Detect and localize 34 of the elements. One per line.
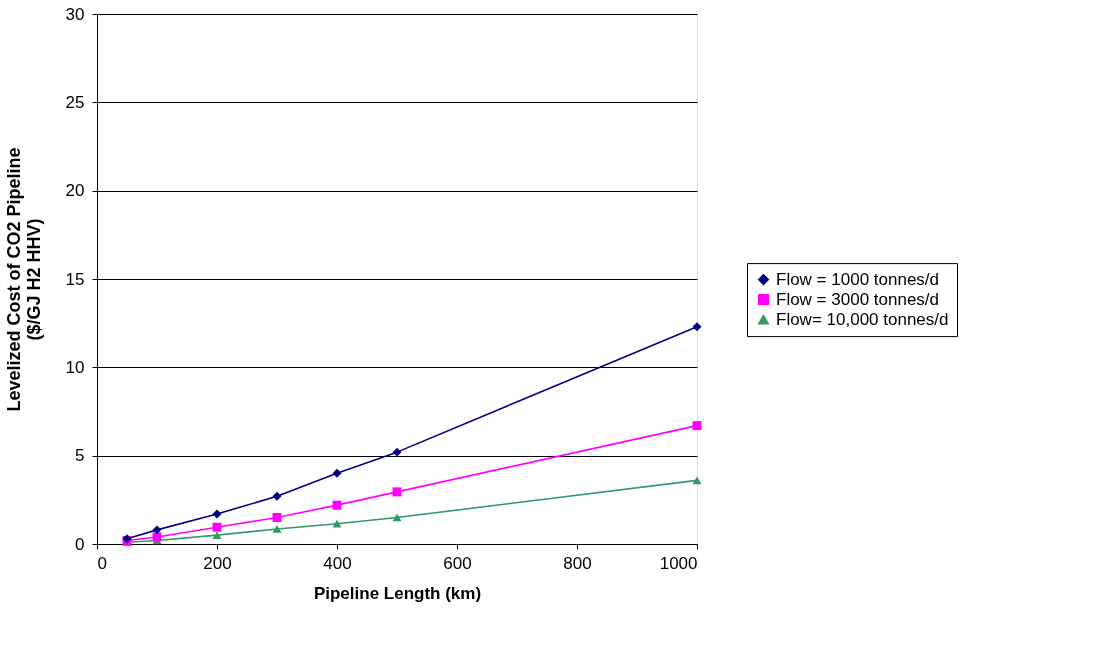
- point: [332, 468, 342, 478]
- point: [692, 322, 702, 332]
- y-tick-label: 15: [65, 269, 85, 289]
- x-axis-title: Pipeline Length (km): [313, 583, 482, 603]
- point: [272, 513, 282, 522]
- x-tick-label: 0: [97, 553, 107, 573]
- x-tick-label: 600: [443, 553, 472, 573]
- point: [152, 525, 162, 535]
- point: [332, 500, 342, 510]
- x-tick-label: 400: [323, 553, 352, 573]
- y-tick-label: 5: [75, 446, 85, 466]
- y-tick-label: 0: [75, 534, 85, 554]
- point: [332, 519, 342, 528]
- point: [692, 421, 702, 431]
- legend-label: Flow= 10,000 tonnes/d: [776, 309, 949, 329]
- point: [392, 487, 402, 497]
- y-tick-label: 30: [65, 4, 85, 24]
- point: [212, 509, 222, 519]
- point: [272, 525, 282, 533]
- y-tick-label: 10: [65, 357, 85, 377]
- x-tick-label: 200: [203, 553, 232, 573]
- legend-label: Flow = 1000 tonnes/d: [776, 269, 940, 289]
- legend-label: Flow = 3000 tonnes/d: [776, 289, 940, 309]
- point: [692, 476, 702, 485]
- x-tick-label: 1000: [659, 553, 698, 573]
- y-tick-label: 25: [65, 92, 85, 112]
- y-tick-label: 20: [65, 181, 85, 201]
- point: [392, 447, 402, 457]
- point: [212, 531, 222, 540]
- x-tick-label: 800: [563, 553, 592, 573]
- y-axis-title: Levelized Cost of CO2 Pipeline ($/GJ H2 HHV): [3, 147, 44, 412]
- point: [392, 513, 402, 522]
- point: [272, 491, 282, 501]
- point: [212, 522, 222, 532]
